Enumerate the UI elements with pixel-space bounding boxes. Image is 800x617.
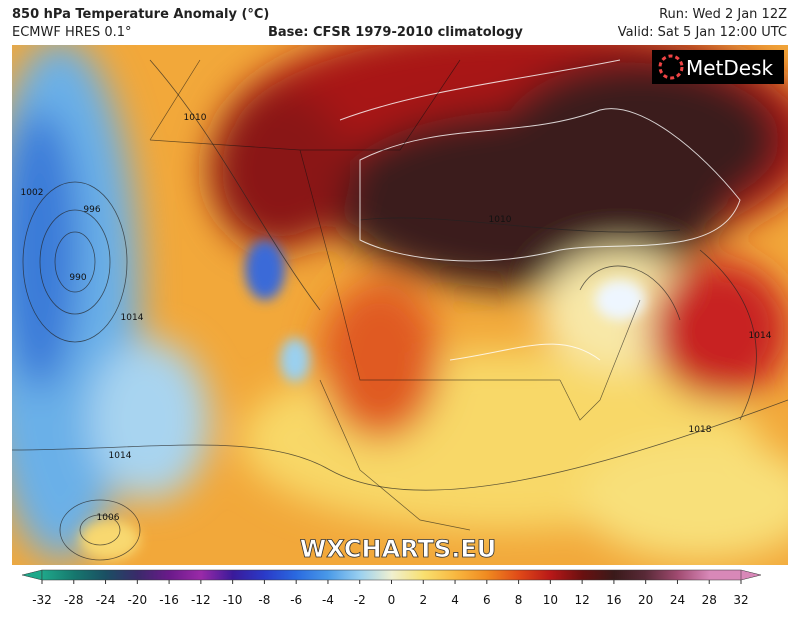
isobar-label: 1014 — [109, 451, 132, 461]
colorbar-segment — [582, 570, 615, 580]
colorbar-segment — [264, 570, 297, 580]
colorbar-segment — [486, 570, 520, 580]
colorbar-segment — [232, 570, 265, 580]
colorbar-segment — [327, 570, 361, 580]
isobar-label: 1010 — [184, 113, 207, 123]
colorbar-tick-label: 8 — [515, 593, 523, 607]
colorbar-segment — [709, 570, 742, 580]
colorbar-tick-label: 32 — [733, 593, 748, 607]
colorbar-arrow-left — [21, 569, 43, 581]
colorbar-segment — [73, 570, 107, 580]
colorbar-segment — [645, 570, 678, 580]
colorbar-segment — [423, 570, 456, 580]
colorbar-tick-label: 12 — [574, 593, 589, 607]
colorbar-tick-label: -28 — [64, 593, 84, 607]
logo: MetDesk — [686, 56, 774, 80]
run: Run: Wed 2 Jan 12Z — [659, 7, 787, 22]
colorbar-tick-label: -16 — [159, 593, 179, 607]
colorbar-segment — [677, 570, 710, 580]
colorbar-tick-label: -4 — [322, 593, 334, 607]
isobar-labels: 1010 1014 990 996 1002 1006 1018 1014 1010 1014 — [21, 113, 772, 523]
colorbar-tick-label: 24 — [670, 593, 685, 607]
isobar-label: 1018 — [689, 425, 712, 435]
colorbar-segment — [200, 570, 234, 580]
colorbar-segment — [105, 570, 138, 580]
colorbar-tick-label: -8 — [258, 593, 270, 607]
colorbar-tick-label: -32 — [32, 593, 52, 607]
colorbar-segment — [391, 570, 424, 580]
colorbar-segment — [613, 570, 647, 580]
colorbar-segment — [518, 570, 551, 580]
colorbar-tick-label: 20 — [638, 593, 653, 607]
colorbar-tick-label: 2 — [419, 593, 427, 607]
colorbar-segment — [169, 570, 202, 580]
colorbar-segment — [550, 570, 583, 580]
colorbar-tick-label: 6 — [483, 593, 491, 607]
isobar-label: 1014 — [749, 331, 772, 341]
colorbar-tick-label: 16 — [606, 593, 621, 607]
colorbar-segment — [137, 570, 170, 580]
colorbar-tick-label: -6 — [290, 593, 302, 607]
valid: Valid: Sat 5 Jan 12:00 UTC — [618, 25, 787, 40]
colorbar-segment — [359, 570, 392, 580]
isobar-label: 1010 — [489, 215, 512, 225]
isobar-label: 996 — [83, 205, 100, 215]
colorbar-tick-label: -20 — [128, 593, 148, 607]
colorbar-tick-label: 10 — [543, 593, 558, 607]
colorbar-segment — [296, 570, 329, 580]
colorbar-segment — [42, 570, 75, 580]
colorbar-tick-label: 28 — [702, 593, 717, 607]
colorbar-tick-label: 4 — [451, 593, 459, 607]
colorbar-segment — [455, 570, 488, 580]
colorbar-tick-label: 0 — [388, 593, 396, 607]
colorbar-arrow-right — [740, 569, 762, 581]
map: WXCHARTS.EU MetDesk — [12, 45, 788, 565]
colorbar-tick-label: -2 — [354, 593, 366, 607]
colorbar-tick-label: -10 — [223, 593, 243, 607]
isobars — [12, 59, 788, 561]
colorbar-tick-label: -24 — [96, 593, 116, 607]
base: Base: CFSR 1979-2010 climatology — [268, 25, 523, 40]
title: 850 hPa Temperature Anomaly (°C) — [12, 7, 269, 22]
isobar-label: 1014 — [121, 313, 144, 323]
model: ECMWF HRES 0.1° — [12, 25, 132, 40]
colorbar: -32 -28 -24 -20 -16 -12 -10 -8 -6 -4 -2 0 2 4 6 8 10 12 16… — [21, 569, 762, 607]
colorbar-tick-label: -12 — [191, 593, 211, 607]
isobar-label: 990 — [69, 273, 86, 283]
isobar-label: 1006 — [97, 513, 120, 523]
watermark: WXCHARTS.EU — [300, 535, 496, 563]
isobar-label: 1002 — [21, 188, 44, 198]
